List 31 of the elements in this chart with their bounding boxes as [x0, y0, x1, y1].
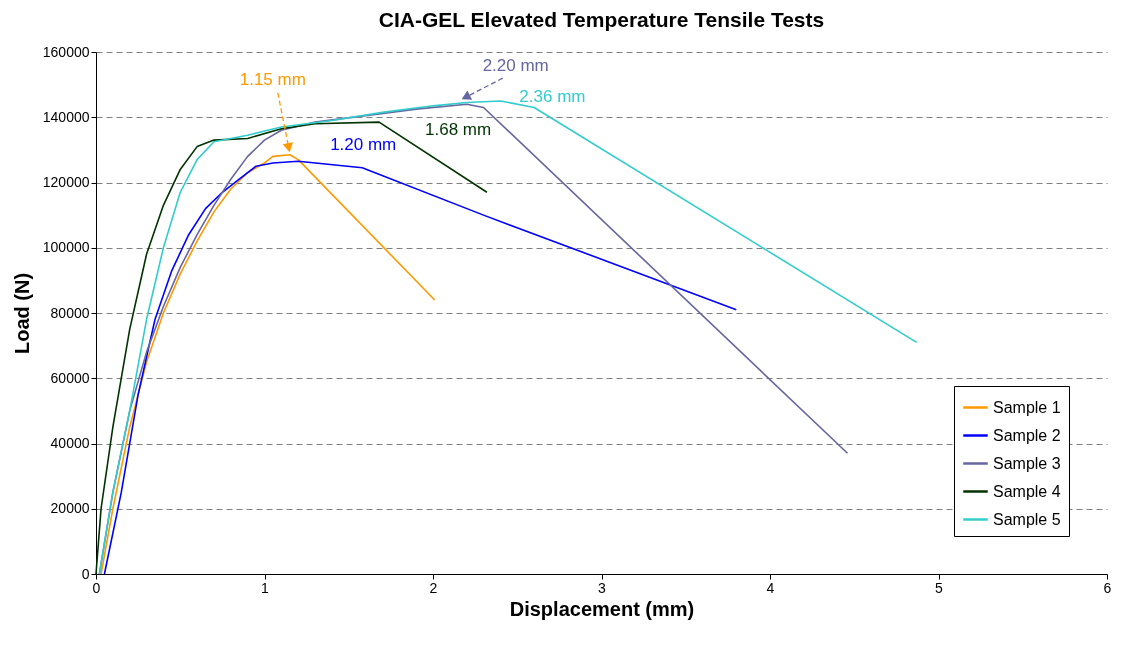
- x-tick-label: 3: [598, 579, 607, 596]
- chart-title: CIA-GEL Elevated Temperature Tensile Tests: [378, 8, 825, 31]
- y-tick-label: 80000: [50, 304, 90, 321]
- x-tick-label: 6: [1103, 579, 1112, 596]
- line-series: [103, 160, 738, 575]
- x-tick-label: 2: [429, 579, 438, 596]
- y-axis-title: Load (N): [10, 272, 33, 355]
- annotation: 2.36 mm: [519, 86, 586, 106]
- legend-label: Sample 5: [993, 510, 1061, 528]
- legend-label: Sample 4: [993, 482, 1061, 500]
- x-tick-label: 0: [92, 579, 101, 596]
- annotation: 1.20 mm: [330, 135, 397, 155]
- y-tick-label: 120000: [42, 174, 90, 190]
- legend-label: Sample 2: [993, 426, 1061, 444]
- legend-label: Sample 1: [993, 398, 1061, 416]
- y-tick-label: 20000: [50, 500, 90, 517]
- y-tick-label: 40000: [50, 435, 90, 451]
- y-tick-label: 140000: [42, 108, 90, 125]
- x-axis-title: Displacement (mm): [509, 597, 695, 620]
- y-tick-label: 100000: [42, 239, 90, 256]
- legend-label: Sample 3: [993, 454, 1061, 472]
- y-tick-label: 160000: [42, 43, 90, 60]
- annotation: 1.15 mm: [239, 69, 306, 89]
- x-tick-label: 1: [261, 579, 270, 596]
- annotation: 2.20 mm: [482, 56, 549, 76]
- x-tick-label: 5: [935, 579, 944, 596]
- x-tick-label: 4: [766, 579, 775, 596]
- line-series: [95, 121, 488, 575]
- y-tick-label: 0: [81, 565, 90, 582]
- y-tick-label: 60000: [50, 369, 90, 386]
- annotation: 1.68 mm: [425, 120, 492, 140]
